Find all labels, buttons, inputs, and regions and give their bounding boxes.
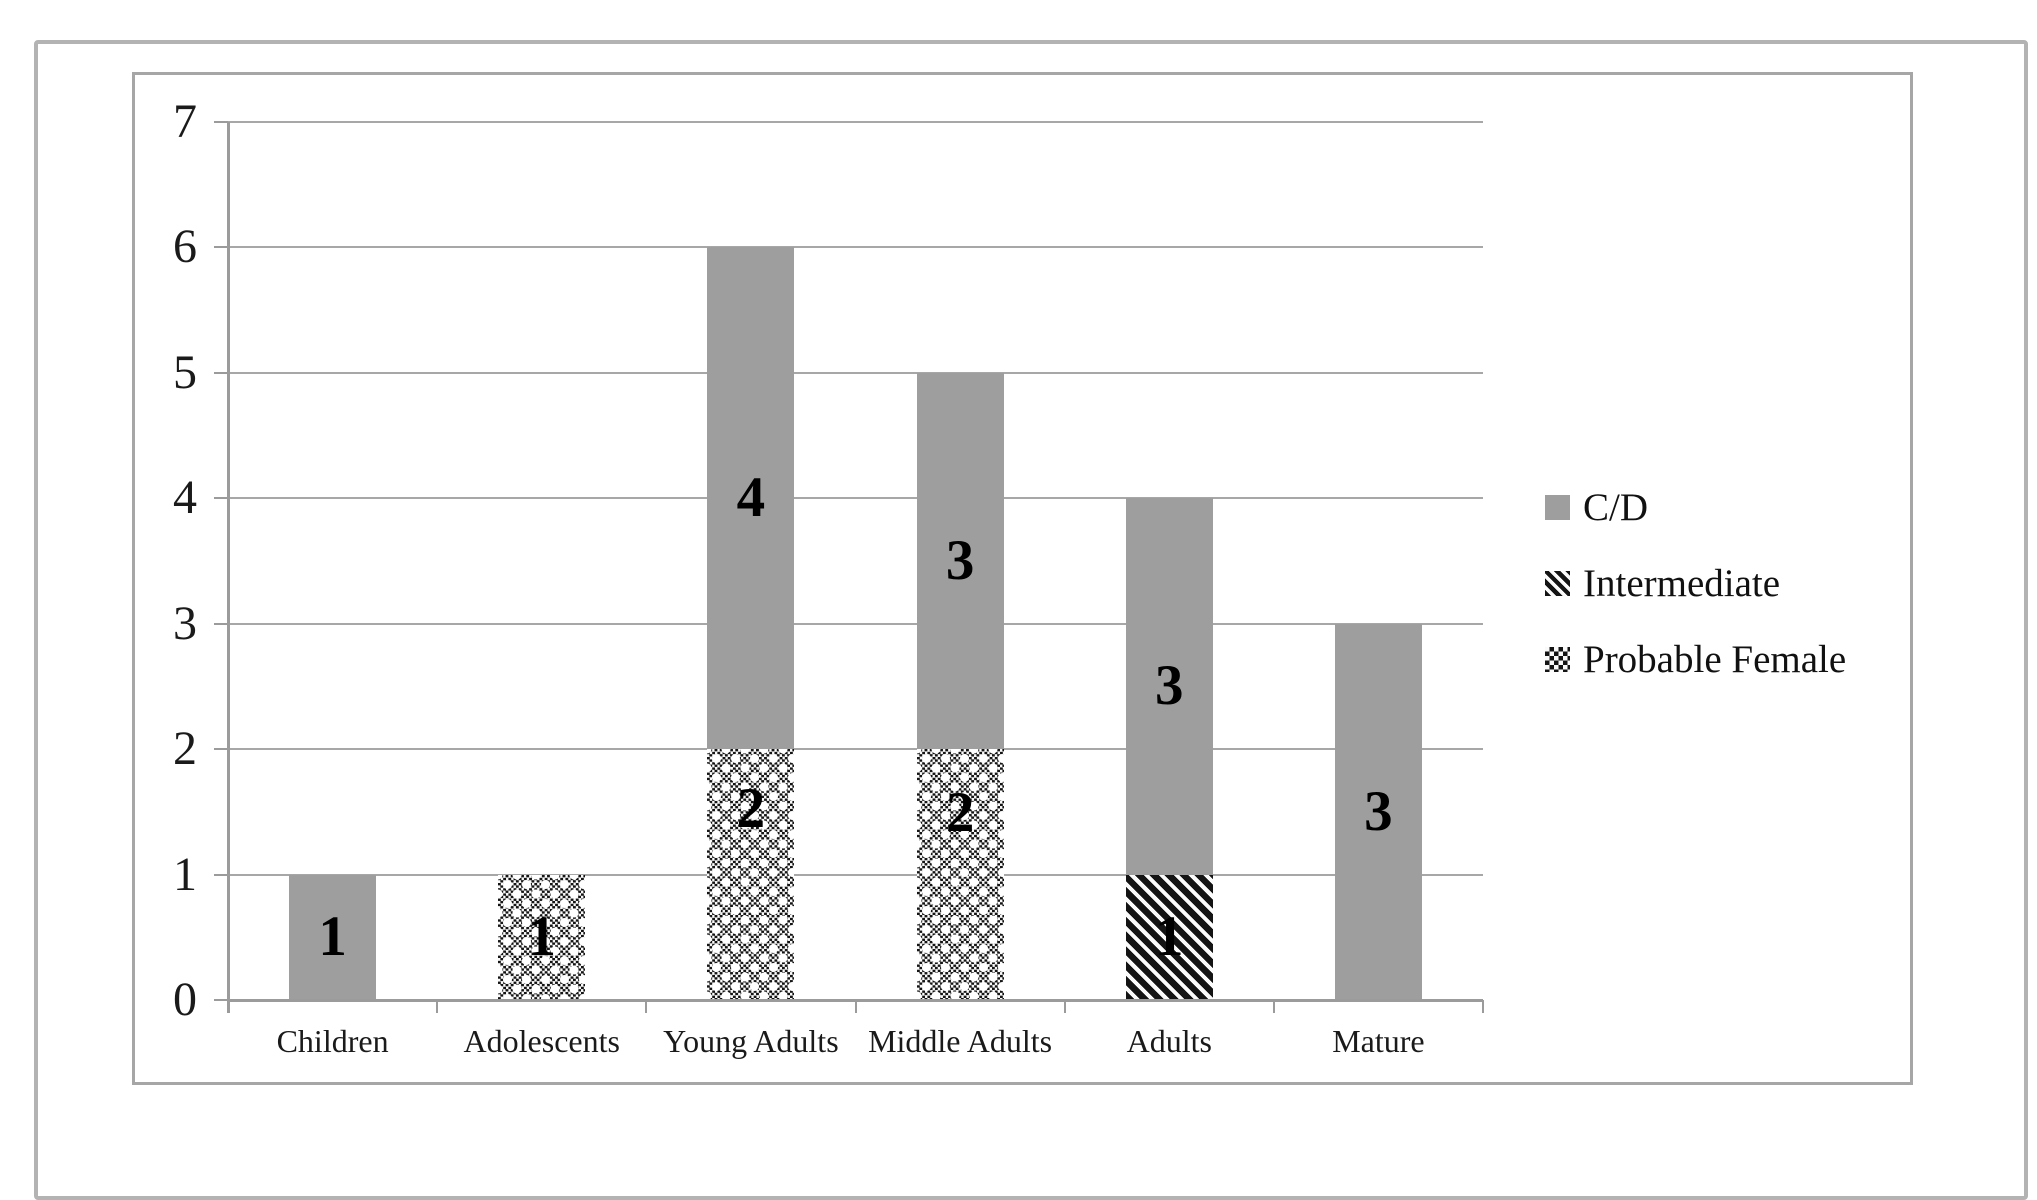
gridline [228, 873, 1483, 876]
bar-adults-intermediate [1125, 874, 1213, 1000]
y-axis-tick [214, 873, 228, 876]
data-label-young-adults-c-d: 4 [736, 466, 766, 530]
x-axis-label-mature: Mature [1332, 1023, 1425, 1059]
y-axis-tick [214, 497, 228, 500]
legend-label-c-d: C/D [1583, 485, 1649, 529]
bar-mature-c-d [1334, 623, 1422, 1000]
legend-entry-intermediate: Intermediate [1545, 559, 1846, 607]
bar-young-adults-probable-female [707, 749, 795, 1000]
legend-entry-probable-female: Probable Female [1545, 635, 1846, 683]
y-axis-tick [214, 622, 228, 625]
data-label-mature-c-d: 3 [1364, 779, 1393, 843]
data-label-adults-intermediate: 1 [1155, 905, 1184, 969]
legend-entry-c-d: C/D [1545, 483, 1846, 531]
bar-young-adults-c-d [707, 247, 795, 750]
gridline [228, 622, 1483, 625]
x-axis-tick [854, 1000, 857, 1013]
legend-label-intermediate: Intermediate [1583, 561, 1781, 605]
x-axis-tick [1063, 1000, 1066, 1013]
x-axis-tick [1482, 1000, 1484, 1013]
y-axis-label: 2 [173, 722, 197, 776]
legend-swatch-probable-female-icon [1545, 646, 1570, 672]
y-axis-label: 7 [173, 95, 197, 148]
chart-legend: C/D Intermediate Probable Female [1545, 483, 1846, 683]
bar-adolescents-probable-female [498, 874, 586, 1000]
x-axis-line [228, 999, 1483, 1002]
bar-children-c-d [289, 874, 377, 1000]
y-axis-tick [214, 999, 228, 1001]
y-axis-tick [214, 371, 228, 374]
data-label-middle-adults-c-d: 3 [945, 529, 975, 592]
y-axis-label: 6 [173, 220, 197, 274]
bar-middle-adults-probable-female [916, 749, 1004, 1000]
chart-area: 0 1 2 3 4 5 6 7 1 Children 1 Adolescents 2 4 Young Adu… [132, 72, 1913, 1085]
bar-middle-adults-c-d [916, 372, 1004, 750]
y-axis-tick [214, 748, 228, 751]
legend-swatch-c-d-icon [1545, 494, 1570, 520]
x-axis-tick [436, 1000, 439, 1013]
y-axis-label: 5 [173, 345, 197, 399]
legend-label-probable-female: Probable Female [1583, 637, 1847, 681]
data-label-middle-adults-probable-female: 2 [945, 780, 975, 844]
gridline [228, 121, 1483, 123]
y-axis-tick [214, 246, 228, 249]
x-axis-label-children: Children [276, 1023, 389, 1059]
x-axis-tick [1272, 1000, 1275, 1013]
x-axis-label-middle-adults: Middle Adults [868, 1023, 1053, 1059]
x-axis-tick [645, 1000, 648, 1013]
y-axis-tick [214, 121, 228, 123]
y-axis-label: 0 [173, 973, 197, 1026]
data-label-adolescents-probable-female: 1 [527, 905, 557, 969]
data-label-young-adults-probable-female: 2 [736, 776, 766, 840]
x-axis-label-adolescents: Adolescents [463, 1023, 620, 1059]
gridline [228, 371, 1483, 374]
y-axis-label: 1 [173, 847, 197, 901]
gridline [228, 497, 1483, 500]
y-axis-label: 4 [173, 471, 197, 525]
data-label-children-c-d: 1 [318, 905, 347, 969]
x-axis-label-adults: Adults [1126, 1023, 1212, 1059]
legend-swatch-intermediate-icon [1545, 570, 1570, 596]
gridline [228, 748, 1483, 751]
y-axis-line [227, 122, 230, 1013]
x-axis-label-young-adults: Young Adults [663, 1023, 839, 1059]
bar-adults-c-d [1125, 498, 1213, 875]
y-axis-label: 3 [173, 596, 197, 650]
plot-area: 0 1 2 3 4 5 6 7 1 Children 1 Adolescents 2 4 Young Adu… [135, 75, 1910, 1082]
gridline [228, 246, 1483, 249]
data-label-adults-c-d: 3 [1155, 654, 1184, 718]
